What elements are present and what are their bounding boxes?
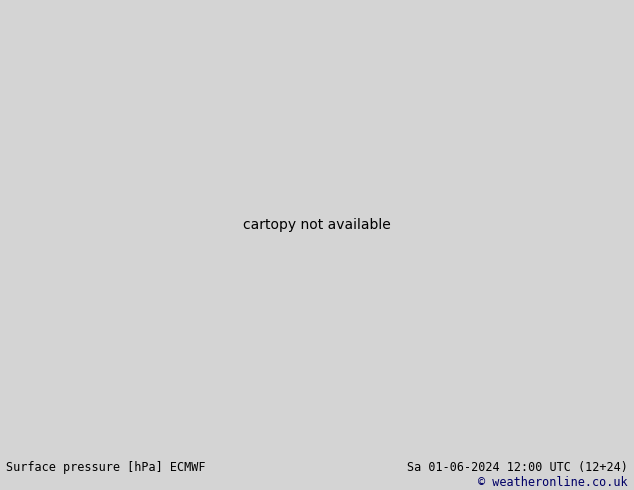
Text: cartopy not available: cartopy not available bbox=[243, 218, 391, 232]
Text: Surface pressure [hPa] ECMWF: Surface pressure [hPa] ECMWF bbox=[6, 461, 206, 474]
Text: Sa 01-06-2024 12:00 UTC (12+24): Sa 01-06-2024 12:00 UTC (12+24) bbox=[407, 461, 628, 474]
Text: © weatheronline.co.uk: © weatheronline.co.uk bbox=[478, 476, 628, 489]
